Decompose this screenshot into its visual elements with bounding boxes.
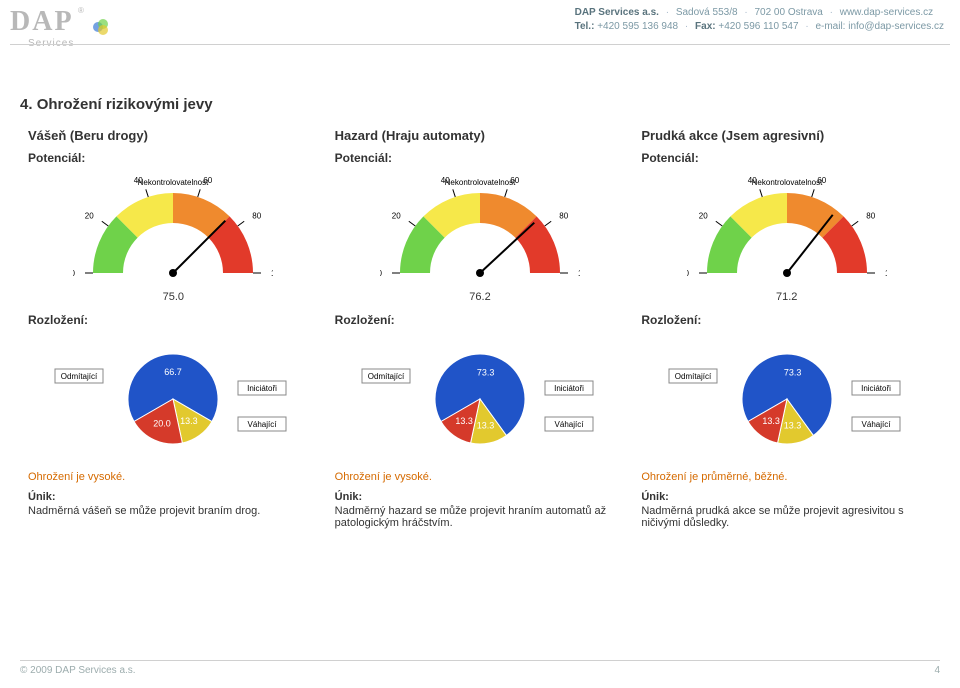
web: www.dap-services.cz bbox=[840, 7, 933, 18]
logo-reg: ® bbox=[78, 6, 84, 15]
svg-text:13.3: 13.3 bbox=[762, 416, 780, 426]
gauge: Nekontrolovatelnost 0 20 40 60 80 100 bbox=[335, 173, 626, 283]
svg-text:20: 20 bbox=[392, 211, 401, 220]
footer: © 2009 DAP Services a.s. 4 bbox=[20, 660, 940, 676]
col-2: Prudká akce (Jsem agresivní) Potenciál: … bbox=[633, 120, 940, 529]
svg-text:73.3: 73.3 bbox=[784, 368, 802, 378]
pie: 66.7 13.3 20.0 Odmítající Iniciátoři Váhaj… bbox=[28, 339, 319, 459]
section-num: 4. bbox=[20, 96, 33, 113]
col-1: Hazard (Hraju automaty) Potenciál: Nekon… bbox=[327, 120, 634, 529]
address: Sadová 553/8 bbox=[676, 7, 738, 18]
email-label: e-mail: bbox=[815, 21, 845, 32]
svg-text:13.3: 13.3 bbox=[783, 420, 801, 430]
svg-text:66.7: 66.7 bbox=[165, 367, 183, 377]
svg-text:Iniciátoři: Iniciátoři bbox=[861, 384, 891, 393]
gauge-value: 75.0 bbox=[28, 291, 319, 303]
svg-text:100: 100 bbox=[885, 269, 887, 278]
col-0: Vášeň (Beru drogy) Potenciál: Nekontrolo… bbox=[20, 120, 327, 529]
svg-text:0: 0 bbox=[687, 269, 690, 278]
svg-text:100: 100 bbox=[271, 269, 273, 278]
svg-text:80: 80 bbox=[866, 211, 875, 220]
logo-name: DAP bbox=[10, 6, 74, 38]
rozlozeni-label: Rozložení: bbox=[28, 313, 319, 327]
tel: +420 595 136 948 bbox=[597, 21, 678, 32]
unik-text: Nadměrná vášeň se může projevit braním d… bbox=[28, 505, 319, 517]
logo: DAP ® Services bbox=[10, 6, 108, 49]
unik-label: Únik: bbox=[335, 491, 626, 503]
svg-text:Odmítající: Odmítající bbox=[368, 372, 405, 381]
unik-text: Nadměrná prudká akce se může projevit ag… bbox=[641, 505, 932, 529]
svg-text:40: 40 bbox=[747, 176, 756, 185]
tel-label: Tel.: bbox=[575, 21, 595, 32]
gauge: Nekontrolovatelnost 0 20 40 60 80 100 bbox=[28, 173, 319, 283]
page-number: 4 bbox=[934, 665, 940, 676]
svg-text:20: 20 bbox=[85, 211, 94, 220]
gauge-value: 71.2 bbox=[641, 291, 932, 303]
svg-text:20.0: 20.0 bbox=[154, 419, 172, 429]
unik-label: Únik: bbox=[641, 491, 932, 503]
svg-text:13.3: 13.3 bbox=[180, 416, 198, 426]
email: info@dap-services.cz bbox=[848, 21, 944, 32]
header-info: DAP Services a.s. · Sadová 553/8 · 702 0… bbox=[575, 6, 944, 34]
svg-text:13.3: 13.3 bbox=[477, 420, 495, 430]
divider bbox=[10, 44, 950, 45]
svg-text:40: 40 bbox=[441, 176, 450, 185]
assessment: Ohrožení je vysoké. bbox=[28, 471, 319, 483]
svg-text:60: 60 bbox=[817, 176, 826, 185]
copyright: © 2009 DAP Services a.s. bbox=[20, 665, 136, 676]
gauge: Nekontrolovatelnost 0 20 40 60 80 100 bbox=[641, 173, 932, 283]
pie: 73.3 13.3 13.3 Odmítající Iniciátoři Váhaj… bbox=[335, 339, 626, 459]
svg-text:Odmítající: Odmítající bbox=[674, 372, 711, 381]
svg-text:Váhající: Váhající bbox=[555, 420, 585, 429]
svg-text:Váhající: Váhající bbox=[248, 420, 278, 429]
section-name: Ohrožení rizikovými jevy bbox=[37, 96, 213, 113]
gauge-value: 76.2 bbox=[335, 291, 626, 303]
svg-text:0: 0 bbox=[380, 269, 383, 278]
svg-text:60: 60 bbox=[510, 176, 519, 185]
svg-text:80: 80 bbox=[253, 211, 262, 220]
svg-text:Odmítající: Odmítající bbox=[61, 372, 98, 381]
unik-label: Únik: bbox=[28, 491, 319, 503]
svg-text:Iniciátoři: Iniciátoři bbox=[554, 384, 584, 393]
svg-text:0: 0 bbox=[73, 269, 76, 278]
potencial-label: Potenciál: bbox=[641, 151, 932, 165]
unik-text: Nadměrný hazard se může projevit hraním … bbox=[335, 505, 626, 529]
fax-label: Fax: bbox=[695, 21, 716, 32]
col-title: Hazard (Hraju automaty) bbox=[335, 128, 626, 143]
svg-text:Iniciátoři: Iniciátoři bbox=[247, 384, 277, 393]
col-title: Prudká akce (Jsem agresivní) bbox=[641, 128, 932, 143]
rozlozeni-label: Rozložení: bbox=[335, 313, 626, 327]
columns: Vášeň (Beru drogy) Potenciál: Nekontrolo… bbox=[20, 120, 940, 529]
svg-text:Nekontrolovatelnost: Nekontrolovatelnost bbox=[138, 178, 209, 187]
potencial-label: Potenciál: bbox=[28, 151, 319, 165]
fax: +420 596 110 547 bbox=[718, 21, 798, 32]
company-name: DAP Services a.s. bbox=[575, 7, 659, 18]
assessment: Ohrožení je vysoké. bbox=[335, 471, 626, 483]
potencial-label: Potenciál: bbox=[335, 151, 626, 165]
col-title: Vášeň (Beru drogy) bbox=[28, 128, 319, 143]
svg-text:Nekontrolovatelnost: Nekontrolovatelnost bbox=[751, 178, 822, 187]
svg-text:20: 20 bbox=[698, 211, 707, 220]
svg-text:100: 100 bbox=[578, 269, 580, 278]
assessment: Ohrožení je průměrné, běžné. bbox=[641, 471, 932, 483]
svg-text:73.3: 73.3 bbox=[477, 368, 495, 378]
svg-text:80: 80 bbox=[559, 211, 568, 220]
svg-text:40: 40 bbox=[134, 176, 143, 185]
pie: 73.3 13.313.3 Odmítající Iniciátoři Váhaj… bbox=[641, 339, 932, 459]
section-title: 4. Ohrožení rizikovými jevy bbox=[20, 96, 213, 113]
address2: 702 00 Ostrava bbox=[754, 7, 822, 18]
svg-text:60: 60 bbox=[204, 176, 213, 185]
rozlozeni-label: Rozložení: bbox=[641, 313, 932, 327]
svg-text:Váhající: Váhající bbox=[861, 420, 891, 429]
svg-text:13.3: 13.3 bbox=[455, 416, 473, 426]
logo-dot bbox=[92, 18, 108, 34]
svg-text:Nekontrolovatelnost: Nekontrolovatelnost bbox=[445, 178, 516, 187]
